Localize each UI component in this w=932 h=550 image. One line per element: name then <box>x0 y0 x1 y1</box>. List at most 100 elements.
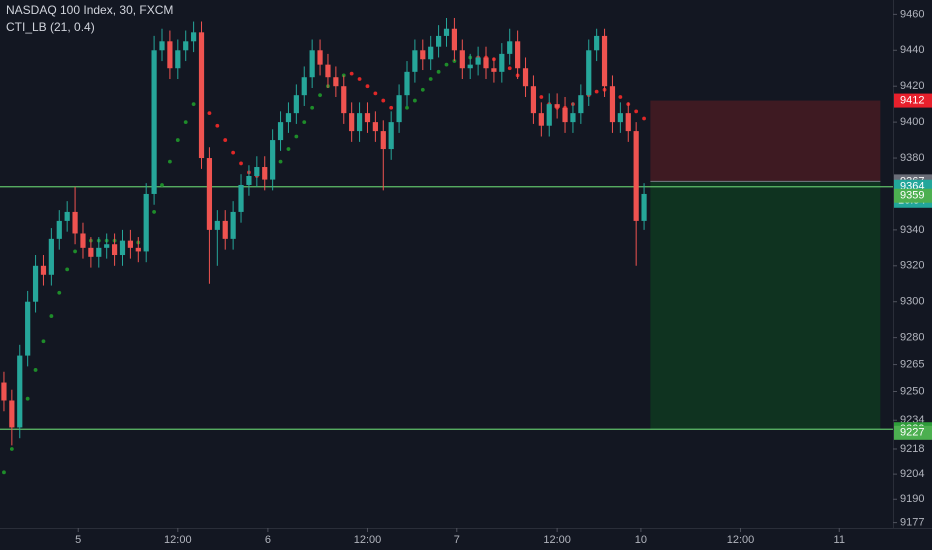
candle-body <box>594 35 600 51</box>
candle-body <box>262 167 268 180</box>
indicator-dot <box>49 314 54 318</box>
candle-body <box>198 32 205 159</box>
candle-body <box>372 122 378 132</box>
price-badge-label: 9227 <box>900 427 924 439</box>
indicator-dot <box>175 138 180 142</box>
y-tick-label: 9440 <box>900 44 924 56</box>
x-tick-label: 11 <box>834 534 845 546</box>
candle-body <box>25 301 31 356</box>
indicator-dot <box>152 210 157 214</box>
indicator-dot <box>183 120 188 125</box>
candle-body <box>325 64 331 78</box>
candle-body <box>254 167 260 176</box>
candle-body <box>270 140 276 180</box>
indicator-dot <box>318 93 322 98</box>
indicator-dot <box>594 89 599 94</box>
indicator-dot <box>310 105 315 110</box>
candle-body <box>617 113 623 123</box>
indicator-dot <box>286 147 291 151</box>
indicator-dot <box>41 339 46 344</box>
indicator-dot <box>278 159 283 164</box>
x-tick-label: 12:00 <box>354 534 382 546</box>
candle-body <box>380 131 386 150</box>
candle-body <box>507 41 513 54</box>
candle-body <box>246 176 252 185</box>
y-tick-label: 9340 <box>900 224 924 236</box>
indicator-dot <box>428 77 433 81</box>
indicator-dot <box>302 120 307 125</box>
stop-zone <box>650 100 881 182</box>
candle-body <box>554 104 560 108</box>
y-tick-label: 9250 <box>900 385 924 397</box>
candle-body <box>56 220 62 239</box>
y-tick-label: 9300 <box>900 296 924 308</box>
x-tick-label: 12:00 <box>164 534 192 546</box>
candle-body <box>285 113 292 123</box>
indicator-dot <box>231 150 236 155</box>
candle-body <box>459 50 465 69</box>
indicator-dot <box>349 71 354 76</box>
indicator-dot <box>444 62 449 67</box>
candle-body <box>483 57 489 69</box>
y-tick-label: 9204 <box>900 468 924 480</box>
candle-body <box>641 193 647 221</box>
indicator-label: CTI_LB (21, 0.4) <box>6 20 95 34</box>
candle-body <box>428 46 434 60</box>
candle-body <box>80 233 86 248</box>
y-tick-label: 9320 <box>900 260 924 272</box>
target-zone <box>650 181 881 430</box>
candle-body <box>435 35 442 47</box>
candle-body <box>420 50 426 60</box>
candle-body <box>48 238 54 275</box>
candle-body <box>546 104 552 126</box>
y-tick-label: 9190 <box>900 493 924 505</box>
candle-body <box>515 41 521 69</box>
candle-body <box>175 50 181 69</box>
chart-title: NASDAQ 100 Index, 30, FXCM <box>6 3 173 17</box>
candle-body <box>609 86 616 123</box>
candle-body <box>562 107 568 123</box>
indicator-dot <box>357 77 362 81</box>
candle-body <box>111 244 118 256</box>
indicator-dot <box>25 396 30 401</box>
indicator-dot <box>365 84 370 89</box>
indicator-dot <box>507 66 512 71</box>
candle-body <box>151 50 157 194</box>
candle-body <box>277 122 284 141</box>
indicator-dot <box>2 470 6 475</box>
indicator-dot <box>160 183 164 187</box>
candle-body <box>601 35 608 87</box>
price-badge <box>894 93 932 108</box>
indicator-dot <box>436 69 441 74</box>
indicator-dot <box>73 249 77 254</box>
candle-body <box>364 113 371 123</box>
y-tick-label: 9218 <box>900 443 924 455</box>
candle-body <box>135 247 141 252</box>
indicator-dot <box>239 161 243 166</box>
indicator-dot <box>373 91 378 96</box>
y-tick-label: 9380 <box>900 152 924 164</box>
y-tick-label: 9420 <box>900 80 924 92</box>
price-badge-label: 9412 <box>900 94 924 106</box>
indicator-dot <box>294 134 299 139</box>
candle-body <box>341 86 347 114</box>
candle-body <box>32 265 39 302</box>
candle-body <box>238 184 244 212</box>
candle-body <box>104 244 110 248</box>
candle-body <box>625 113 631 132</box>
candle-body <box>191 32 197 42</box>
candle-body <box>586 50 592 96</box>
candle-body <box>633 131 639 221</box>
candle-body <box>356 113 363 132</box>
candle-body <box>230 211 236 239</box>
candle-body <box>72 211 78 234</box>
candle-body <box>143 193 149 252</box>
y-tick-label: 9280 <box>900 332 924 344</box>
candle-body <box>570 113 576 123</box>
candle-body <box>206 158 213 230</box>
candle-body <box>499 53 505 72</box>
indicator-dot <box>412 98 417 103</box>
candle-body <box>530 86 537 114</box>
indicator-dot <box>65 267 70 272</box>
